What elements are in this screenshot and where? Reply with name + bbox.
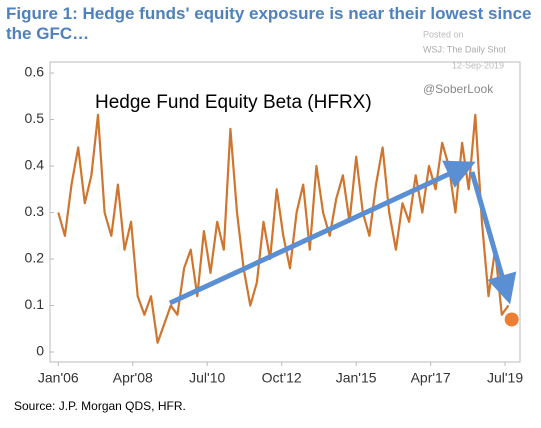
x-tick-label: Oct'12 (262, 370, 302, 386)
x-tick-label: Jul'19 (487, 370, 523, 386)
x-tick-label: Apr'08 (113, 370, 153, 386)
x-tick-label: Jan'15 (336, 370, 377, 386)
x-tick-label: Apr'17 (411, 370, 451, 386)
x-tick-label: Jul'10 (189, 370, 225, 386)
watermark: WSJ: The Daily Shot (423, 44, 506, 54)
y-tick-label: 0.5 (25, 110, 45, 126)
annotation: Hedge Fund Equity Beta (HFRX) (95, 92, 372, 113)
y-tick-label: 0.6 (25, 64, 45, 80)
y-tick-label: 0 (36, 343, 44, 359)
last-point (504, 312, 519, 327)
title-box: Figure 1: Hedge funds' equity exposure i… (6, 4, 532, 43)
trend-arrow (469, 171, 517, 305)
y-tick-label: 0.4 (25, 157, 45, 173)
y-tick-label: 0.3 (25, 203, 45, 219)
watermark: Posted on (423, 29, 464, 39)
y-tick-label: 0.1 (25, 296, 45, 312)
handle: @SoberLook (423, 82, 494, 96)
chart-title: Figure 1: Hedge funds' equity exposure i… (6, 4, 532, 43)
x-tick-label: Jan'06 (38, 370, 79, 386)
trend-arrow (168, 160, 476, 306)
line (57, 113, 510, 344)
y-tick-label: 0.2 (25, 250, 45, 266)
source: Source: J.P. Morgan QDS, HFR. (14, 399, 186, 413)
watermark: 12-Sep-2019 (452, 60, 504, 70)
